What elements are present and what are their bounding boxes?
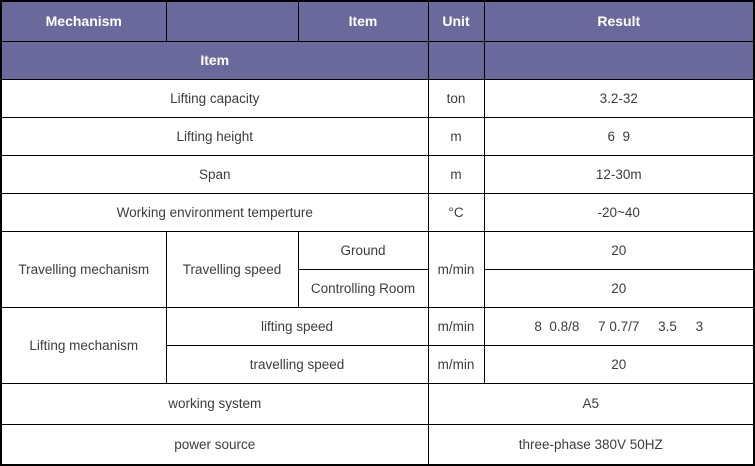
row-lifting-mechanism-lifting-speed: Lifting mechanism lifting speed m/min 8 … [0,306,755,384]
lifting-speed-label: lifting speed [165,306,429,346]
header-item: Item [297,0,429,42]
power-source-result: three-phase 380V 50HZ [427,423,755,466]
lifting-height-unit: m [427,116,485,156]
working-environment-temperature-result: -20~40 [483,192,755,232]
travelling-mechanism-unit: m/min [427,230,485,308]
lifting-speed-result: 8 0.8/8 7 0.7/7 3.5 3 [483,306,755,346]
travelling-mechanism-controlling-room-result: 20 [483,268,755,308]
row-span: Span m 12-30m [0,154,755,194]
lifting-mechanism-travelling-speed-label: travelling speed [165,344,429,384]
span-unit: m [427,154,485,194]
travelling-mechanism-ground-result: 20 [483,230,755,270]
working-system-result: A5 [427,382,755,425]
lifting-height-result: 6 9 [483,116,755,156]
row-travelling-mechanism-ground: Travelling mechanism Travelling speed Gr… [0,230,755,308]
power-source-item: power source [0,423,429,466]
travelling-speed-label: Travelling speed [165,230,299,308]
travelling-mechanism-ground-label: Ground [297,230,429,270]
span-result: 12-30m [483,154,755,194]
lifting-mechanism-travelling-speed-result: 20 [483,344,755,384]
header-unit-blank [427,40,485,80]
row-lifting-mechanism-travelling-speed: travelling speed m/min 20 [1,344,755,384]
row-lifting-height: Lifting height m 6 9 [0,116,755,156]
lifting-speed-unit: m/min [427,306,485,346]
header-result: Result [483,0,755,42]
working-environment-temperature-item: Working environment temperture [0,192,429,232]
lifting-height-item: Lifting height [0,116,429,156]
header-row-2: Item [0,40,755,80]
working-environment-temperature-unit: °C [427,192,485,232]
lifting-capacity-item: Lifting capacity [0,78,429,118]
lifting-mechanism-travelling-speed-unit: m/min [427,344,485,384]
header-item-merged: Item [0,40,429,80]
row-working-system: working system A5 [0,382,755,425]
lifting-capacity-unit: ton [427,78,485,118]
header-row: Mechanism Item Unit Result [0,0,755,42]
working-system-item: working system [0,382,429,425]
header-result-blank [483,40,755,80]
row-lifting-capacity: Lifting capacity ton 3.2-32 [0,78,755,118]
span-item: Span [0,154,429,194]
header-mechanism: Mechanism [0,0,167,42]
travelling-mechanism-controlling-room-label: Controlling Room [297,268,429,308]
header-unit: Unit [427,0,485,42]
travelling-mechanism-label: Travelling mechanism [0,230,167,308]
lifting-capacity-result: 3.2-32 [483,78,755,118]
row-working-environment-temperature: Working environment temperture °C -20~40 [0,192,755,232]
header-blank-cell [165,0,299,42]
lifting-mechanism-label: Lifting mechanism [0,306,167,384]
row-power-source: power source three-phase 380V 50HZ [0,423,755,466]
row-travelling-mechanism-controlling-room: Controlling Room 20 [1,268,755,308]
